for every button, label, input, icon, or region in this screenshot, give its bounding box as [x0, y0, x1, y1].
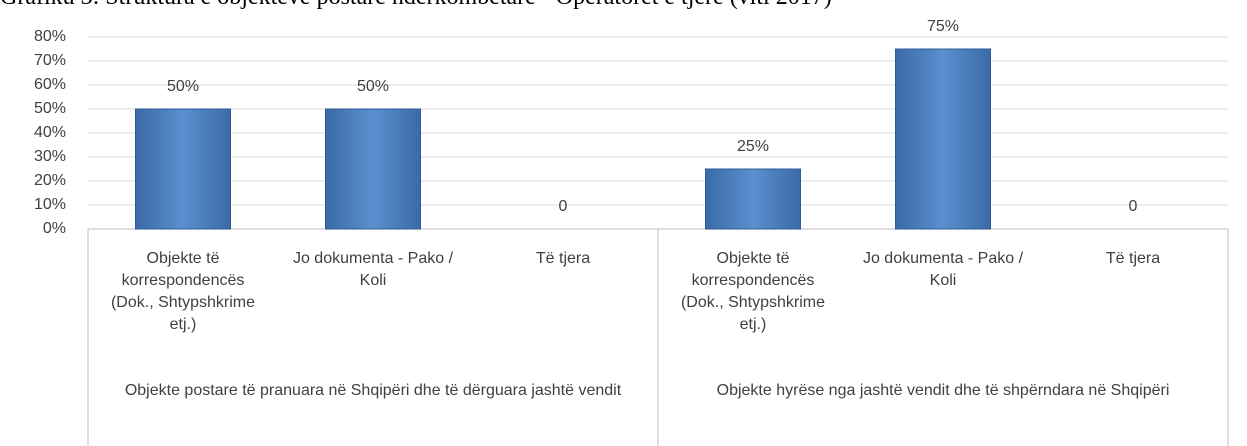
- x-tick-label: Objekte të korrespondencës (Dok., Shtyps…: [680, 250, 826, 333]
- group-label: Objekte hyrëse nga jashtë vendit dhe të …: [716, 382, 1170, 399]
- x-tick-label: Jo dokumenta - Pako / Koli: [862, 250, 1024, 289]
- chart-title: Grafiku 3: Struktura e objekteve postare…: [0, 0, 1247, 11]
- x-tick-label: Të tjera: [535, 250, 591, 267]
- y-tick-label: 80%: [34, 28, 66, 45]
- data-label: 75%: [927, 18, 959, 35]
- bar: [135, 108, 231, 230]
- data-label: 50%: [167, 78, 199, 95]
- y-tick-label: 40%: [34, 124, 66, 141]
- y-tick-label: 70%: [34, 52, 66, 69]
- y-tick-label: 30%: [34, 148, 66, 165]
- x-tick-label: Jo dokumenta - Pako / Koli: [292, 250, 454, 289]
- bar: [895, 48, 991, 230]
- data-label: 50%: [357, 78, 389, 95]
- x-tick-label: Objekte të korrespondencës (Dok., Shtyps…: [110, 250, 256, 333]
- y-tick-label: 50%: [34, 100, 66, 117]
- data-label: 0: [559, 198, 568, 215]
- group-label: Objekte postare të pranuara në Shqipëri …: [124, 382, 622, 399]
- x-tick-label: Të tjera: [1105, 250, 1161, 267]
- y-tick-label: 60%: [34, 76, 66, 93]
- y-tick-label: 20%: [34, 172, 66, 189]
- y-tick-label: 0%: [43, 220, 66, 237]
- data-label: 0: [1129, 198, 1138, 215]
- y-tick-label: 10%: [34, 196, 66, 213]
- bar: [705, 168, 801, 230]
- bar: [325, 108, 421, 230]
- data-label: 25%: [737, 138, 769, 155]
